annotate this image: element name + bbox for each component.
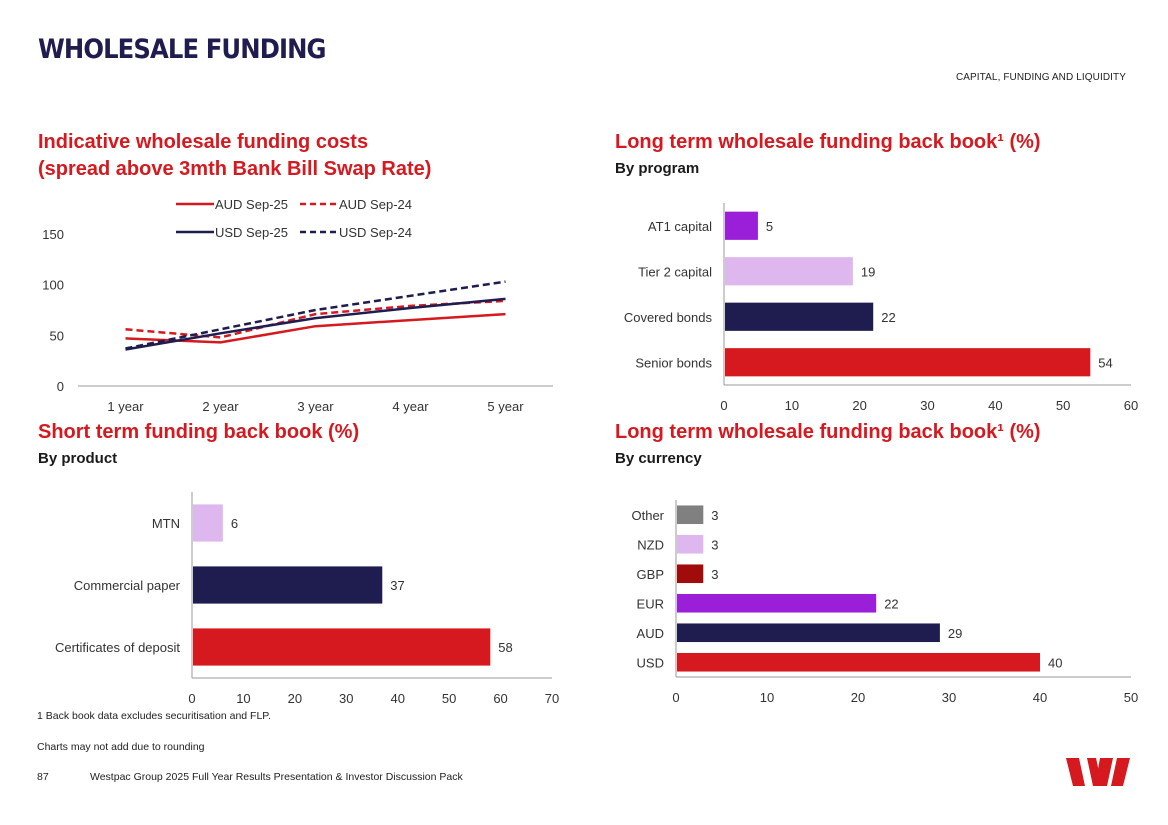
document-title: Westpac Group 2025 Full Year Results Pre…: [90, 771, 463, 783]
data-label: 54: [1098, 355, 1112, 370]
x-tick-label: 40: [1033, 690, 1047, 705]
bar-usd: [677, 652, 1040, 672]
currency-chart-heading: Long term wholesale funding back book¹ (…: [615, 419, 1041, 467]
category-label: Certificates of deposit: [55, 640, 180, 655]
x-tick-label: 0: [188, 691, 195, 706]
data-label: 3: [711, 537, 718, 552]
bar-covered-bonds: [725, 302, 874, 331]
data-label: 3: [711, 508, 718, 523]
rounding-note: Charts may not add due to rounding: [37, 741, 205, 753]
category-label: Other: [631, 508, 664, 523]
footnote: 1 Back book data excludes securitisation…: [37, 710, 271, 722]
westpac-logo: [1066, 758, 1130, 786]
bar-eur: [677, 593, 877, 613]
currency-bar-chart: Other 3 NZD 3 GBP 3 EUR 22 AUD 29 USD 40 0 10 20 30 40 50: [631, 500, 1138, 705]
bar-nzd: [677, 534, 704, 554]
series-line-aud-sep-25: [125, 312, 506, 344]
costs-title-line-2: (spread above 3mth Bank Bill Swap Rate): [38, 158, 432, 180]
short-term-chart-title: Short term funding back book (%): [38, 421, 360, 443]
bar-gbp: [677, 564, 704, 584]
x-tick-label: 40: [390, 691, 404, 706]
legend-label-usd-sep-25: USD Sep-25: [215, 225, 288, 240]
x-tick-label: 20: [851, 690, 865, 705]
x-tick-label: 20: [288, 691, 302, 706]
category-label: Commercial paper: [74, 578, 181, 593]
category-label: NZD: [637, 537, 664, 552]
x-tick-label: 0: [720, 398, 727, 413]
program-bar-chart: AT1 capital 5 Tier 2 capital 19 Covered bond…: [624, 203, 1138, 413]
page-title: WHOLESALE FUNDING: [38, 34, 327, 65]
x-tick-label: 70: [545, 691, 559, 706]
x-tick-label: 30: [339, 691, 353, 706]
x-tick-label: 0: [672, 690, 679, 705]
category-label: Covered bonds: [624, 310, 713, 325]
x-tick-label: 20: [852, 398, 866, 413]
data-label: 58: [498, 640, 512, 655]
data-label: 29: [948, 626, 962, 641]
x-tick-label: 50: [1124, 690, 1138, 705]
bar-other: [677, 505, 704, 525]
bar-mtn: [193, 504, 223, 542]
legend-label-aud-sep-25: AUD Sep-25: [215, 197, 288, 212]
y-tick-label: 0: [57, 379, 64, 394]
y-tick-label: 150: [42, 227, 64, 242]
bar-commercial-paper: [193, 566, 383, 604]
data-label: 5: [766, 219, 773, 234]
x-tick-label: 50: [442, 691, 456, 706]
section-label: CAPITAL, FUNDING AND LIQUIDITY: [955, 72, 1126, 83]
data-label: 19: [861, 264, 875, 279]
data-label: 6: [231, 516, 238, 531]
category-label: GBP: [637, 567, 664, 582]
currency-chart-subtitle: By currency: [615, 450, 702, 467]
category-label: Tier 2 capital: [638, 264, 712, 279]
short-term-bar-chart: MTN 6 Commercial paper 37 Certificates of de…: [55, 492, 559, 706]
data-label: 37: [390, 578, 404, 593]
y-tick-label: 50: [50, 328, 64, 343]
category-label: MTN: [152, 516, 180, 531]
data-label: 22: [884, 596, 898, 611]
series-line-usd-sep-25: [125, 297, 506, 351]
x-tick-label: 60: [493, 691, 507, 706]
costs-chart-title: Indicative wholesale funding costs (spre…: [38, 129, 431, 183]
x-tick-label: 10: [785, 398, 799, 413]
bar-tier-2-capital: [725, 257, 853, 286]
x-tick-label: 10: [760, 690, 774, 705]
program-chart-heading: Long term wholesale funding back book¹ (…: [615, 129, 1041, 177]
bar-at1-capital: [725, 211, 758, 240]
costs-line-chart: 0 50 100 150 1 year 2 year 3 year 4 year 5 year A…: [42, 197, 553, 414]
y-tick-label: 100: [42, 278, 64, 293]
x-tick-label: 5 year: [487, 399, 524, 414]
x-tick-label: 10: [236, 691, 250, 706]
x-tick-label: 1 year: [107, 399, 144, 414]
x-tick-label: 30: [920, 398, 934, 413]
x-tick-label: 50: [1056, 398, 1070, 413]
data-label: 22: [881, 310, 895, 325]
x-tick-label: 60: [1124, 398, 1138, 413]
bar-senior-bonds: [725, 348, 1091, 377]
x-tick-label: 2 year: [202, 399, 239, 414]
program-chart-subtitle: By program: [615, 160, 700, 177]
category-label: Senior bonds: [635, 355, 712, 370]
category-label: EUR: [637, 596, 664, 611]
short-term-chart-heading: Short term funding back book (%) By prod…: [38, 419, 359, 467]
category-label: USD: [637, 655, 664, 670]
program-chart-title: Long term wholesale funding back book¹ (…: [615, 131, 1041, 153]
legend-label-aud-sep-24: AUD Sep-24: [339, 197, 412, 212]
legend-label-usd-sep-24: USD Sep-24: [339, 225, 412, 240]
series-line-usd-sep-24: [125, 280, 506, 350]
category-label: AT1 capital: [648, 219, 712, 234]
bar-certificates-of-deposit: [193, 628, 491, 666]
x-tick-label: 3 year: [297, 399, 334, 414]
x-tick-label: 4 year: [392, 399, 429, 414]
page-number: 87: [37, 771, 49, 783]
bar-aud: [677, 623, 940, 643]
x-tick-label: 30: [942, 690, 956, 705]
currency-chart-title: Long term wholesale funding back book¹ (…: [615, 421, 1041, 443]
data-label: 3: [711, 567, 718, 582]
data-label: 40: [1048, 655, 1062, 670]
costs-title-line-1: Indicative wholesale funding costs: [38, 131, 369, 153]
category-label: AUD: [637, 626, 664, 641]
x-tick-label: 40: [988, 398, 1002, 413]
short-term-chart-subtitle: By product: [38, 450, 118, 467]
